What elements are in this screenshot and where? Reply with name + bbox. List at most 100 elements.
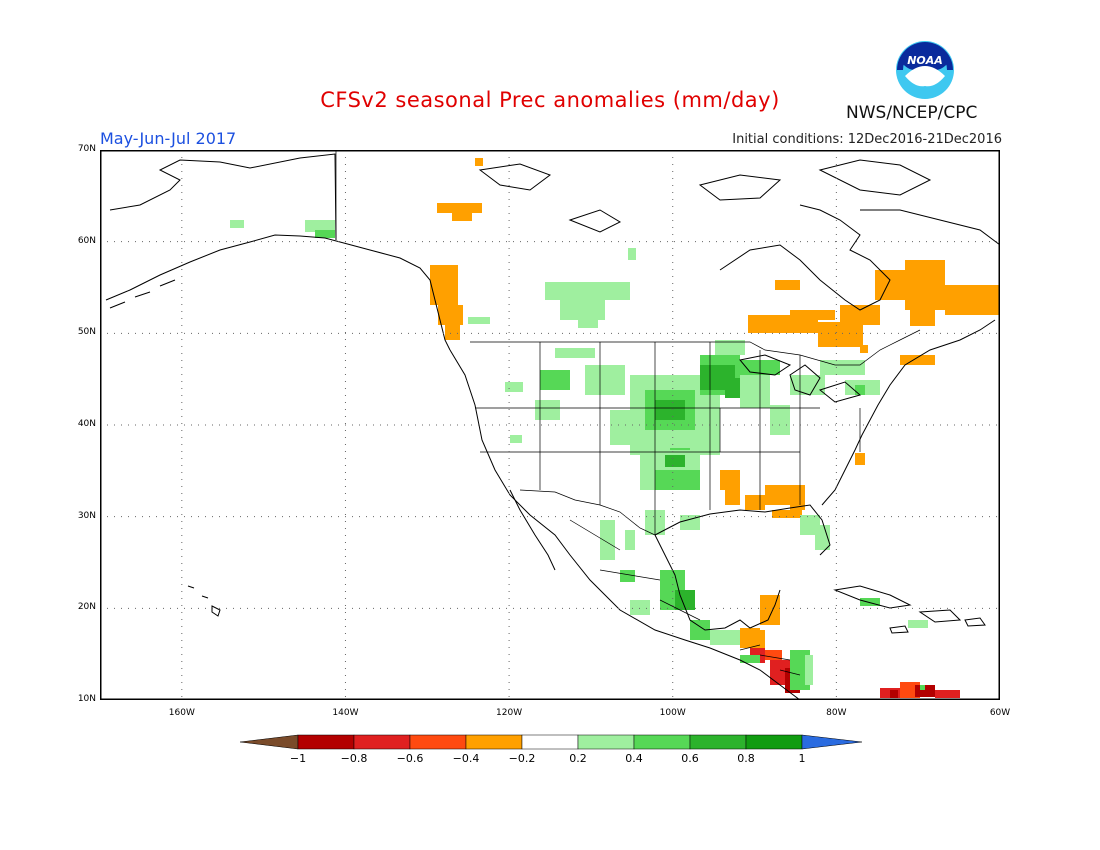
anomaly-cell <box>790 485 805 510</box>
lat-label: 30N <box>77 510 96 521</box>
colorbar-box <box>577 734 635 750</box>
lon-label: 120W <box>496 708 523 718</box>
anomaly-cell <box>452 213 472 221</box>
anomaly-cell <box>510 435 522 443</box>
anomaly-cell <box>908 620 928 628</box>
colorbar-arrow-left <box>239 734 299 750</box>
anomaly-cell <box>535 400 560 420</box>
anomaly-cell <box>715 340 745 355</box>
anomaly-cell <box>690 620 710 640</box>
colorbar-box <box>689 734 747 750</box>
lon-label: 60W <box>989 708 1011 718</box>
anomaly-cell <box>945 285 1000 315</box>
anomaly-cell <box>790 310 835 320</box>
anomaly-map <box>100 150 1000 700</box>
anomaly-cell <box>720 470 740 490</box>
noaa-logo: NOAA <box>895 40 955 100</box>
anomaly-cell <box>900 355 935 365</box>
anomaly-cell <box>775 280 800 290</box>
anomaly-cell <box>905 260 945 310</box>
anomaly-cell <box>818 322 863 347</box>
colorbar-tick-label: −0.4 <box>453 752 480 765</box>
lat-label: 50N <box>77 327 96 338</box>
anomaly-cell <box>655 400 685 420</box>
lat-label: 20N <box>77 602 96 613</box>
colorbar-tick-label: 0.4 <box>625 752 643 765</box>
anomaly-cell <box>628 248 636 260</box>
anomaly-cell <box>855 385 865 395</box>
anomaly-cell <box>680 515 700 530</box>
anomaly-cell <box>620 570 635 582</box>
anomaly-cell <box>790 375 825 395</box>
anomaly-cell <box>665 455 685 467</box>
anomaly-cell <box>762 650 782 660</box>
anomaly-cell <box>468 317 490 324</box>
colorbar-tick-label: −0.6 <box>397 752 424 765</box>
anomaly-cell <box>840 305 880 325</box>
anomaly-cell <box>585 365 625 395</box>
anomaly-cell <box>935 690 960 698</box>
lat-label: 10N <box>77 694 96 704</box>
anomaly-cell <box>230 220 244 228</box>
anomaly-cell <box>445 325 460 340</box>
lon-label: 140W <box>332 708 359 718</box>
svg-text:NOAA: NOAA <box>907 54 943 67</box>
colorbar: −1 −0.8 −0.6 −0.4 −0.2 0.2 0.4 0.6 0.8 1 <box>239 734 862 765</box>
anomaly-cell <box>475 158 483 166</box>
lon-label: 160W <box>168 708 195 718</box>
anomaly-cell <box>505 382 523 392</box>
colorbar-box <box>745 734 803 750</box>
anomaly-cell <box>430 265 458 305</box>
lon-label: 100W <box>659 708 686 718</box>
anomaly-cell <box>725 490 740 505</box>
colorbar-box <box>633 734 691 750</box>
colorbar-tick-label: −0.8 <box>341 752 368 765</box>
chart-title: CFSv2 seasonal Prec anomalies (mm/day) <box>320 88 780 112</box>
anomaly-cell <box>920 685 925 690</box>
anomaly-cell <box>815 525 830 550</box>
state-borders <box>335 150 921 676</box>
agency-label: NWS/NCEP/CPC <box>846 103 978 123</box>
anomaly-cell <box>820 360 865 375</box>
anomaly-cell <box>545 282 630 300</box>
anomaly-cell <box>765 485 790 505</box>
colorbar-box <box>521 734 579 750</box>
anomaly-cell <box>438 305 463 325</box>
anomaly-cell <box>910 308 935 326</box>
anomaly-cell <box>860 345 868 353</box>
colorbar-box <box>353 734 411 750</box>
anomaly-cell <box>860 598 880 606</box>
anomaly-cell <box>770 405 790 435</box>
anomaly-cell <box>625 530 635 550</box>
colorbar-tick-label: 1 <box>799 752 806 765</box>
colorbar-tick-label: 0.8 <box>737 752 755 765</box>
colorbar-box <box>409 734 467 750</box>
colorbar-box <box>465 734 523 750</box>
initial-conditions-label: Initial conditions: 12Dec2016-21Dec2016 <box>732 132 1002 147</box>
colorbar-tick-label: 0.2 <box>569 752 587 765</box>
anomaly-cell <box>630 600 650 615</box>
lat-lon-grid <box>100 150 1000 700</box>
anomaly-cell <box>555 348 595 358</box>
anomaly-cell <box>740 655 760 663</box>
colorbar-tick-label: 0.6 <box>681 752 699 765</box>
anomaly-cell <box>655 470 700 490</box>
anomaly-cell <box>772 510 802 518</box>
colorbar-box <box>297 734 355 750</box>
coastlines <box>105 153 1000 700</box>
colorbar-tick-label: −1 <box>290 752 306 765</box>
season-label: May-Jun-Jul 2017 <box>100 129 237 148</box>
lat-label: 40N <box>77 419 96 429</box>
lat-label: 70N <box>77 144 96 154</box>
map-frame <box>100 150 1000 700</box>
anomaly-cell <box>540 370 570 390</box>
lat-label: 60N <box>77 235 96 246</box>
anomaly-cell <box>805 655 813 685</box>
colorbar-arrow-right <box>801 734 862 750</box>
anomaly-cell <box>760 595 780 625</box>
anomaly-cell <box>745 495 765 510</box>
colorbar-tick-label: −0.2 <box>509 752 536 765</box>
anomaly-cell <box>578 320 598 328</box>
anomaly-cells <box>230 158 1000 698</box>
lon-label: 80W <box>826 708 847 718</box>
